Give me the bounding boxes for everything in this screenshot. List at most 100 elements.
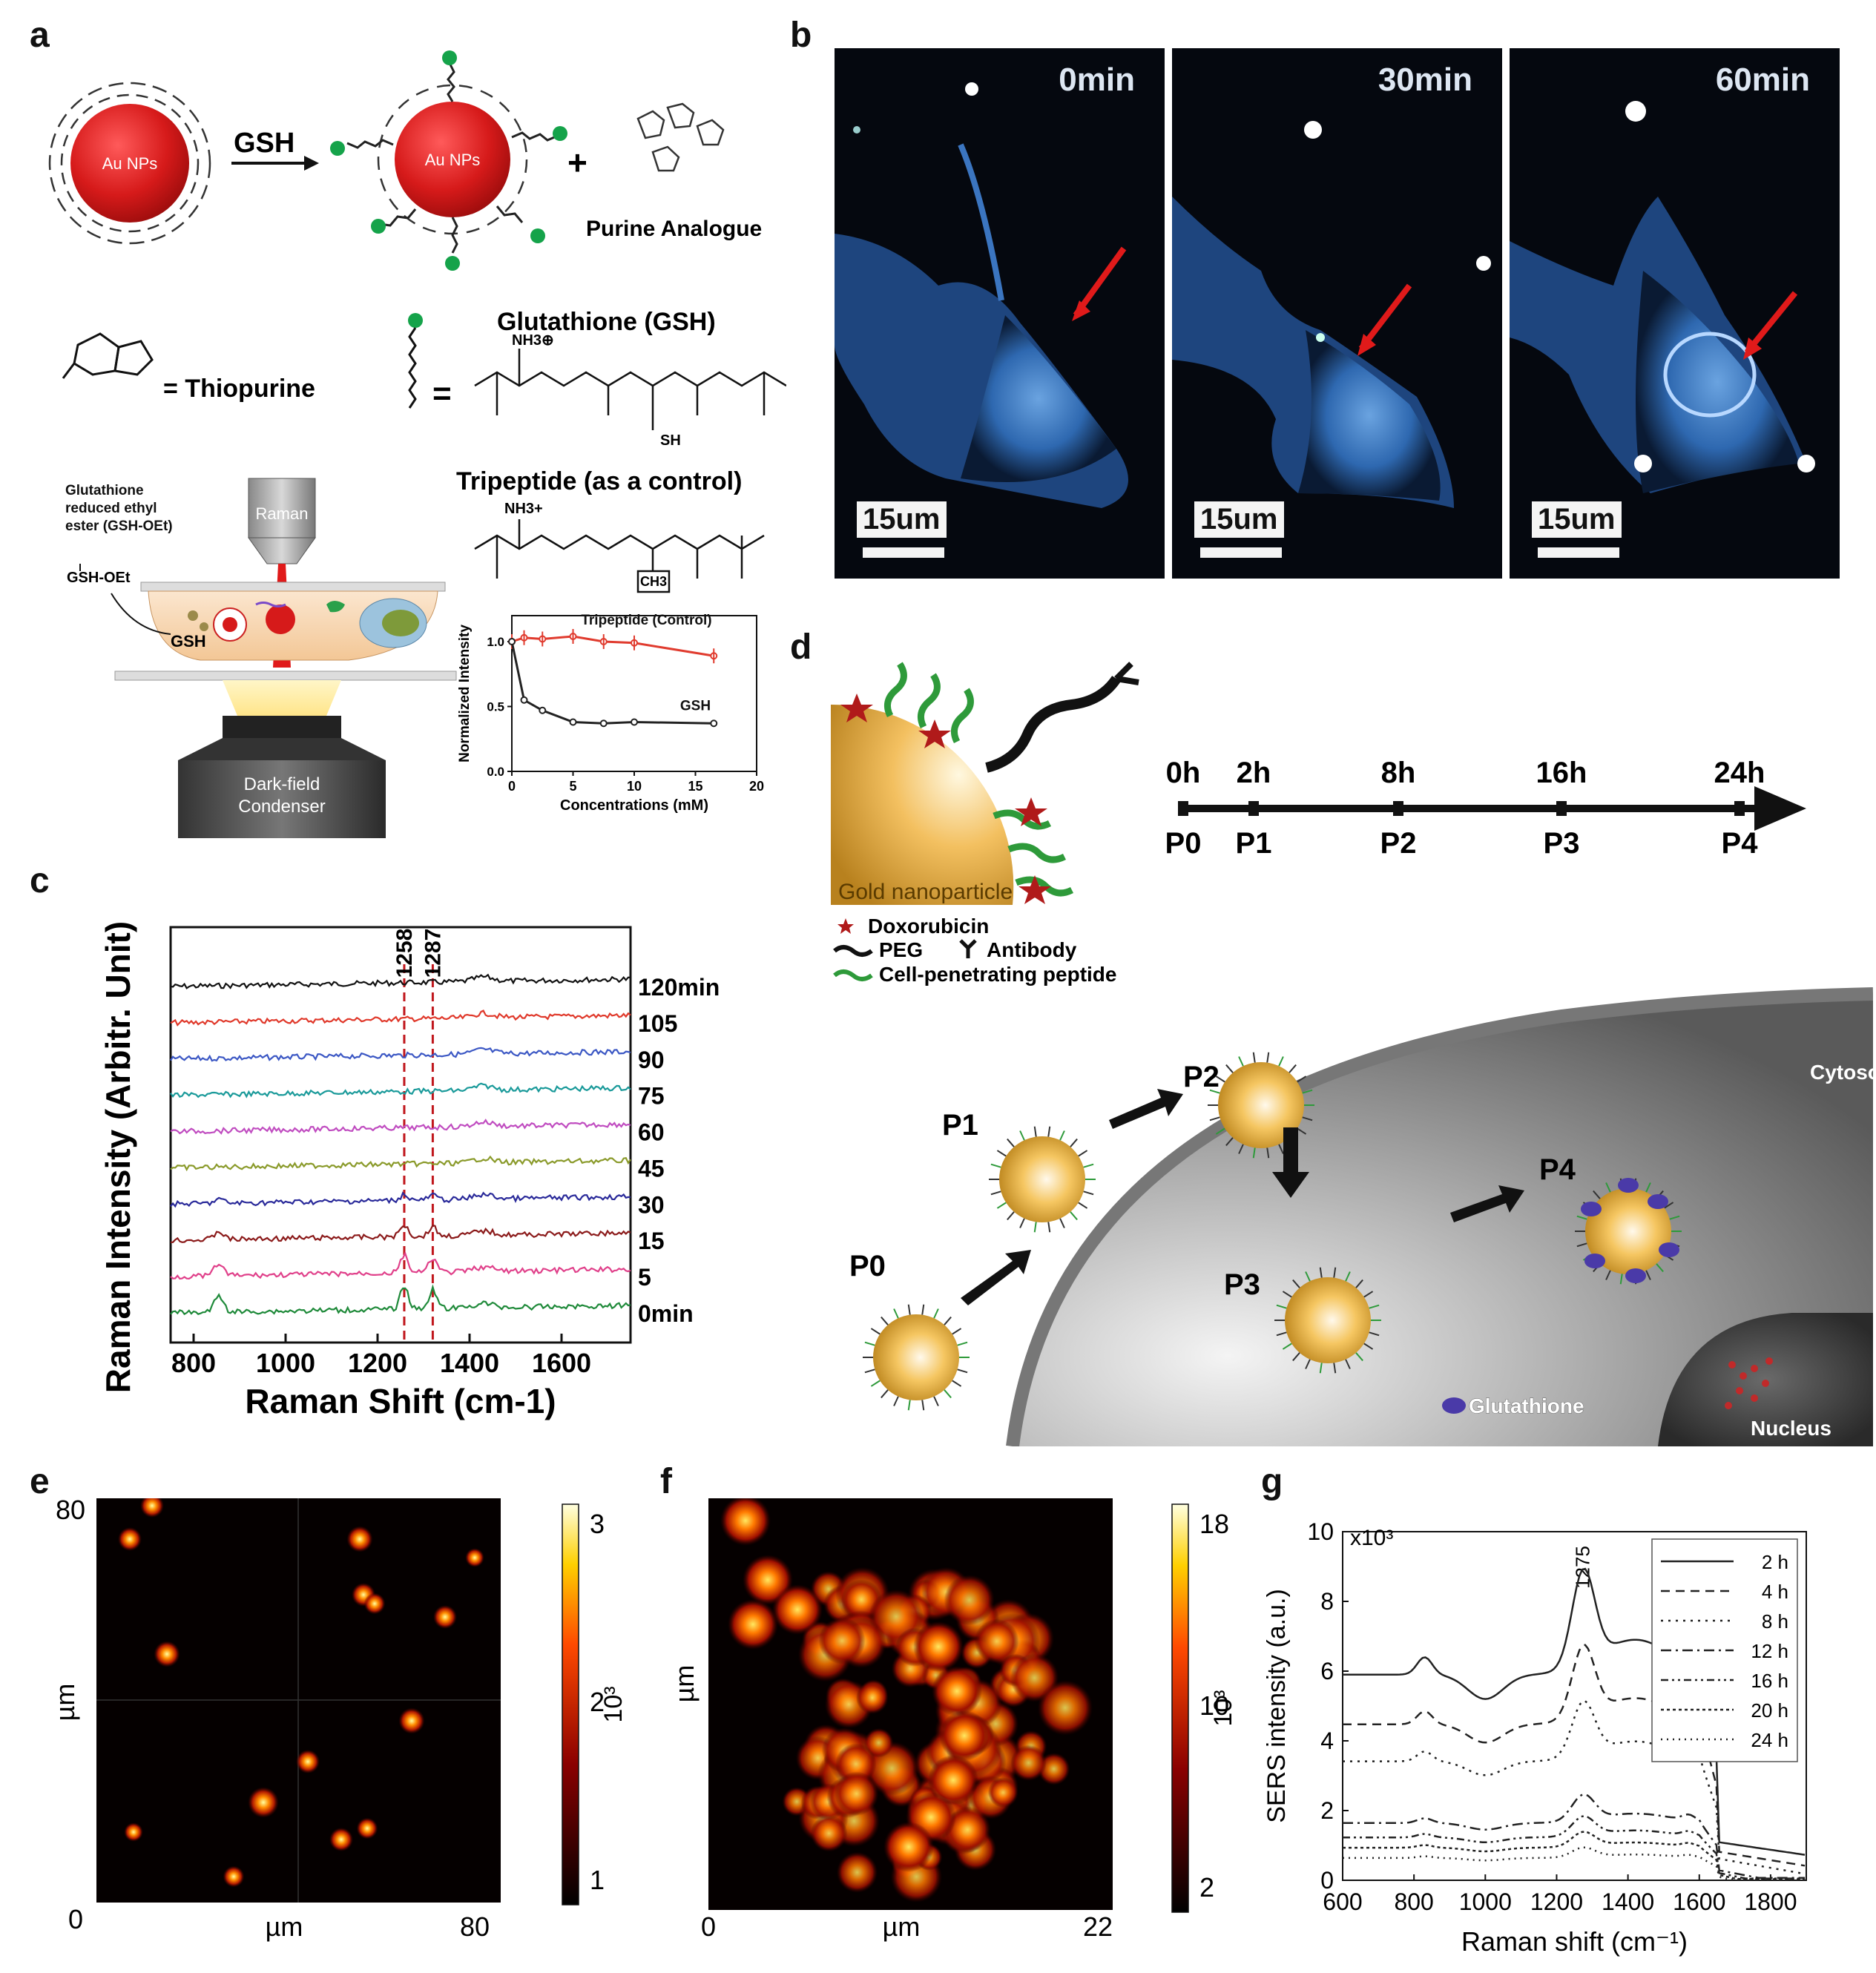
np-ligand [881,1316,889,1325]
np-ligand [1302,1089,1313,1094]
heatmap-spot [810,1814,848,1852]
c-xtick-label: 1600 [532,1348,591,1378]
c-spectrum-label: 0min [638,1300,694,1327]
colorbar-unit: 10³ [1209,1690,1237,1726]
np-ligand [1355,1352,1363,1362]
panel-d-scheme: Gold nanoparticle Doxorubicin PEG Antibo… [831,662,1873,1446]
heatmap-spot [987,1777,1018,1808]
heatmap-spot [883,1822,934,1872]
np-ligand [1276,1331,1287,1337]
g-xtick-label: 800 [1394,1888,1433,1915]
plus-sign: + [567,143,588,182]
c-axes-frame [169,926,632,1344]
c-spectrum-label: 90 [638,1047,665,1073]
time-label-60min: 60min [1715,62,1810,98]
np-ligand [1363,1291,1374,1298]
np-ligand [1645,1182,1651,1193]
gsh-structure [474,349,786,430]
np-ligand [1576,1242,1587,1248]
g-xtick-label: 600 [1323,1888,1362,1915]
e-xmax-label: 80 [460,1911,490,1942]
gold-nanoparticle-quarter [831,704,1014,905]
c-xtick-label: 800 [171,1348,216,1378]
g-xtick-label: 1800 [1744,1888,1797,1915]
heatmap-spot [928,1755,978,1805]
gsh-small-label: GSH [171,632,206,650]
c-spectrum [170,1251,631,1280]
tripeptide-title: Tripeptide (as a control) [456,467,742,495]
c-spectrum-label: 5 [638,1264,651,1291]
thiopurine-label: = Thiopurine [163,375,315,403]
c-spectrum-label: 60 [638,1119,665,1146]
heatmap-spot [329,1828,353,1851]
np-ligand [1238,1056,1244,1067]
g-series-line [1343,1846,1806,1881]
np-ligand [1576,1215,1587,1220]
np-ligand [864,1368,875,1374]
np-ligand [933,1308,939,1319]
chart-c-raman: 800 1000 1200 1400 1600 Raman Shift (cm-1) Ram… [99,921,720,1420]
np-ligand [893,1308,899,1319]
np-ligand [1238,1144,1244,1154]
heatmap-spot [836,1851,878,1893]
heatmap-f [708,1498,1113,1910]
np-ligand [1047,1126,1051,1137]
g-ytick-label: 2 [1320,1797,1334,1824]
np-ligand [1369,1304,1380,1309]
gsh-nh3: NH3⊕ [512,332,554,349]
np-ligand [1605,1182,1611,1193]
g-legend-label: 20 h [1751,1699,1788,1722]
g-legend-label: 2 h [1762,1551,1788,1573]
g-xlabel: Raman shift (cm⁻¹) [1461,1926,1688,1957]
heatmap-spot [248,1787,279,1818]
timeline-hour: 2h [1237,757,1271,789]
gsh-arrow-label: GSH [234,128,294,159]
timeline-point: P3 [1544,827,1580,860]
c-spectrum-label: 105 [638,1010,677,1037]
panel-label-a: a [30,16,50,55]
inset-xtick-label: 15 [688,779,702,794]
np-ligand [1333,1267,1337,1278]
np-label-right: Au NPs [425,151,481,169]
np-ligand [1297,1127,1307,1135]
heatmap-spot [720,1498,771,1546]
g-ytick-label: 4 [1320,1727,1334,1754]
c-xtick-label: 1200 [348,1348,407,1378]
inset-series-label: GSH [680,698,711,714]
g-legend-label: 24 h [1751,1729,1788,1751]
np-ligand [1078,1202,1088,1209]
heatmap-spot [465,1548,484,1567]
heatmap-spot [855,1682,889,1714]
np-stage-label: P4 [1539,1153,1576,1186]
gsh-blob [1648,1194,1668,1209]
colorbar-tick: 3 [590,1509,605,1539]
c-xlabel: Raman Shift (cm-1) [245,1382,556,1420]
time-label-0min: 0min [1059,62,1135,98]
np-ligand [1605,1270,1611,1280]
heatmap-spot [834,1771,879,1816]
g-ylabel: SERS intensity (a.u.) [1263,1589,1291,1823]
np-ligand [1225,1064,1234,1073]
micrograph-30min: 30min 15um [1172,48,1502,579]
scale-bar-0min [863,547,944,558]
c-xtick-label: 1000 [256,1348,315,1378]
c-spectrum-label: 45 [638,1155,665,1182]
timeline-hour: 0h [1166,757,1201,789]
slide [114,671,457,681]
c-spectrum [170,1119,631,1135]
np-stage-label: P1 [942,1109,978,1142]
np-ligand [1369,1331,1380,1337]
condenser-label-1: Dark-field [244,774,320,794]
timeline-tick [1734,801,1745,816]
g-legend-label: 4 h [1762,1581,1788,1603]
np-ligand [1278,1056,1284,1067]
np-ligand [1033,1222,1037,1233]
raman-objective: Raman [248,478,316,564]
np-ligand [1278,1144,1284,1154]
g-series-line [1343,1815,1806,1880]
g-xtick-label: 1600 [1673,1888,1725,1915]
np-label-left: Au NPs [102,154,158,173]
np-ligand [1292,1352,1300,1362]
heatmap-spot [863,1727,894,1758]
np-ligand [1593,1190,1601,1199]
